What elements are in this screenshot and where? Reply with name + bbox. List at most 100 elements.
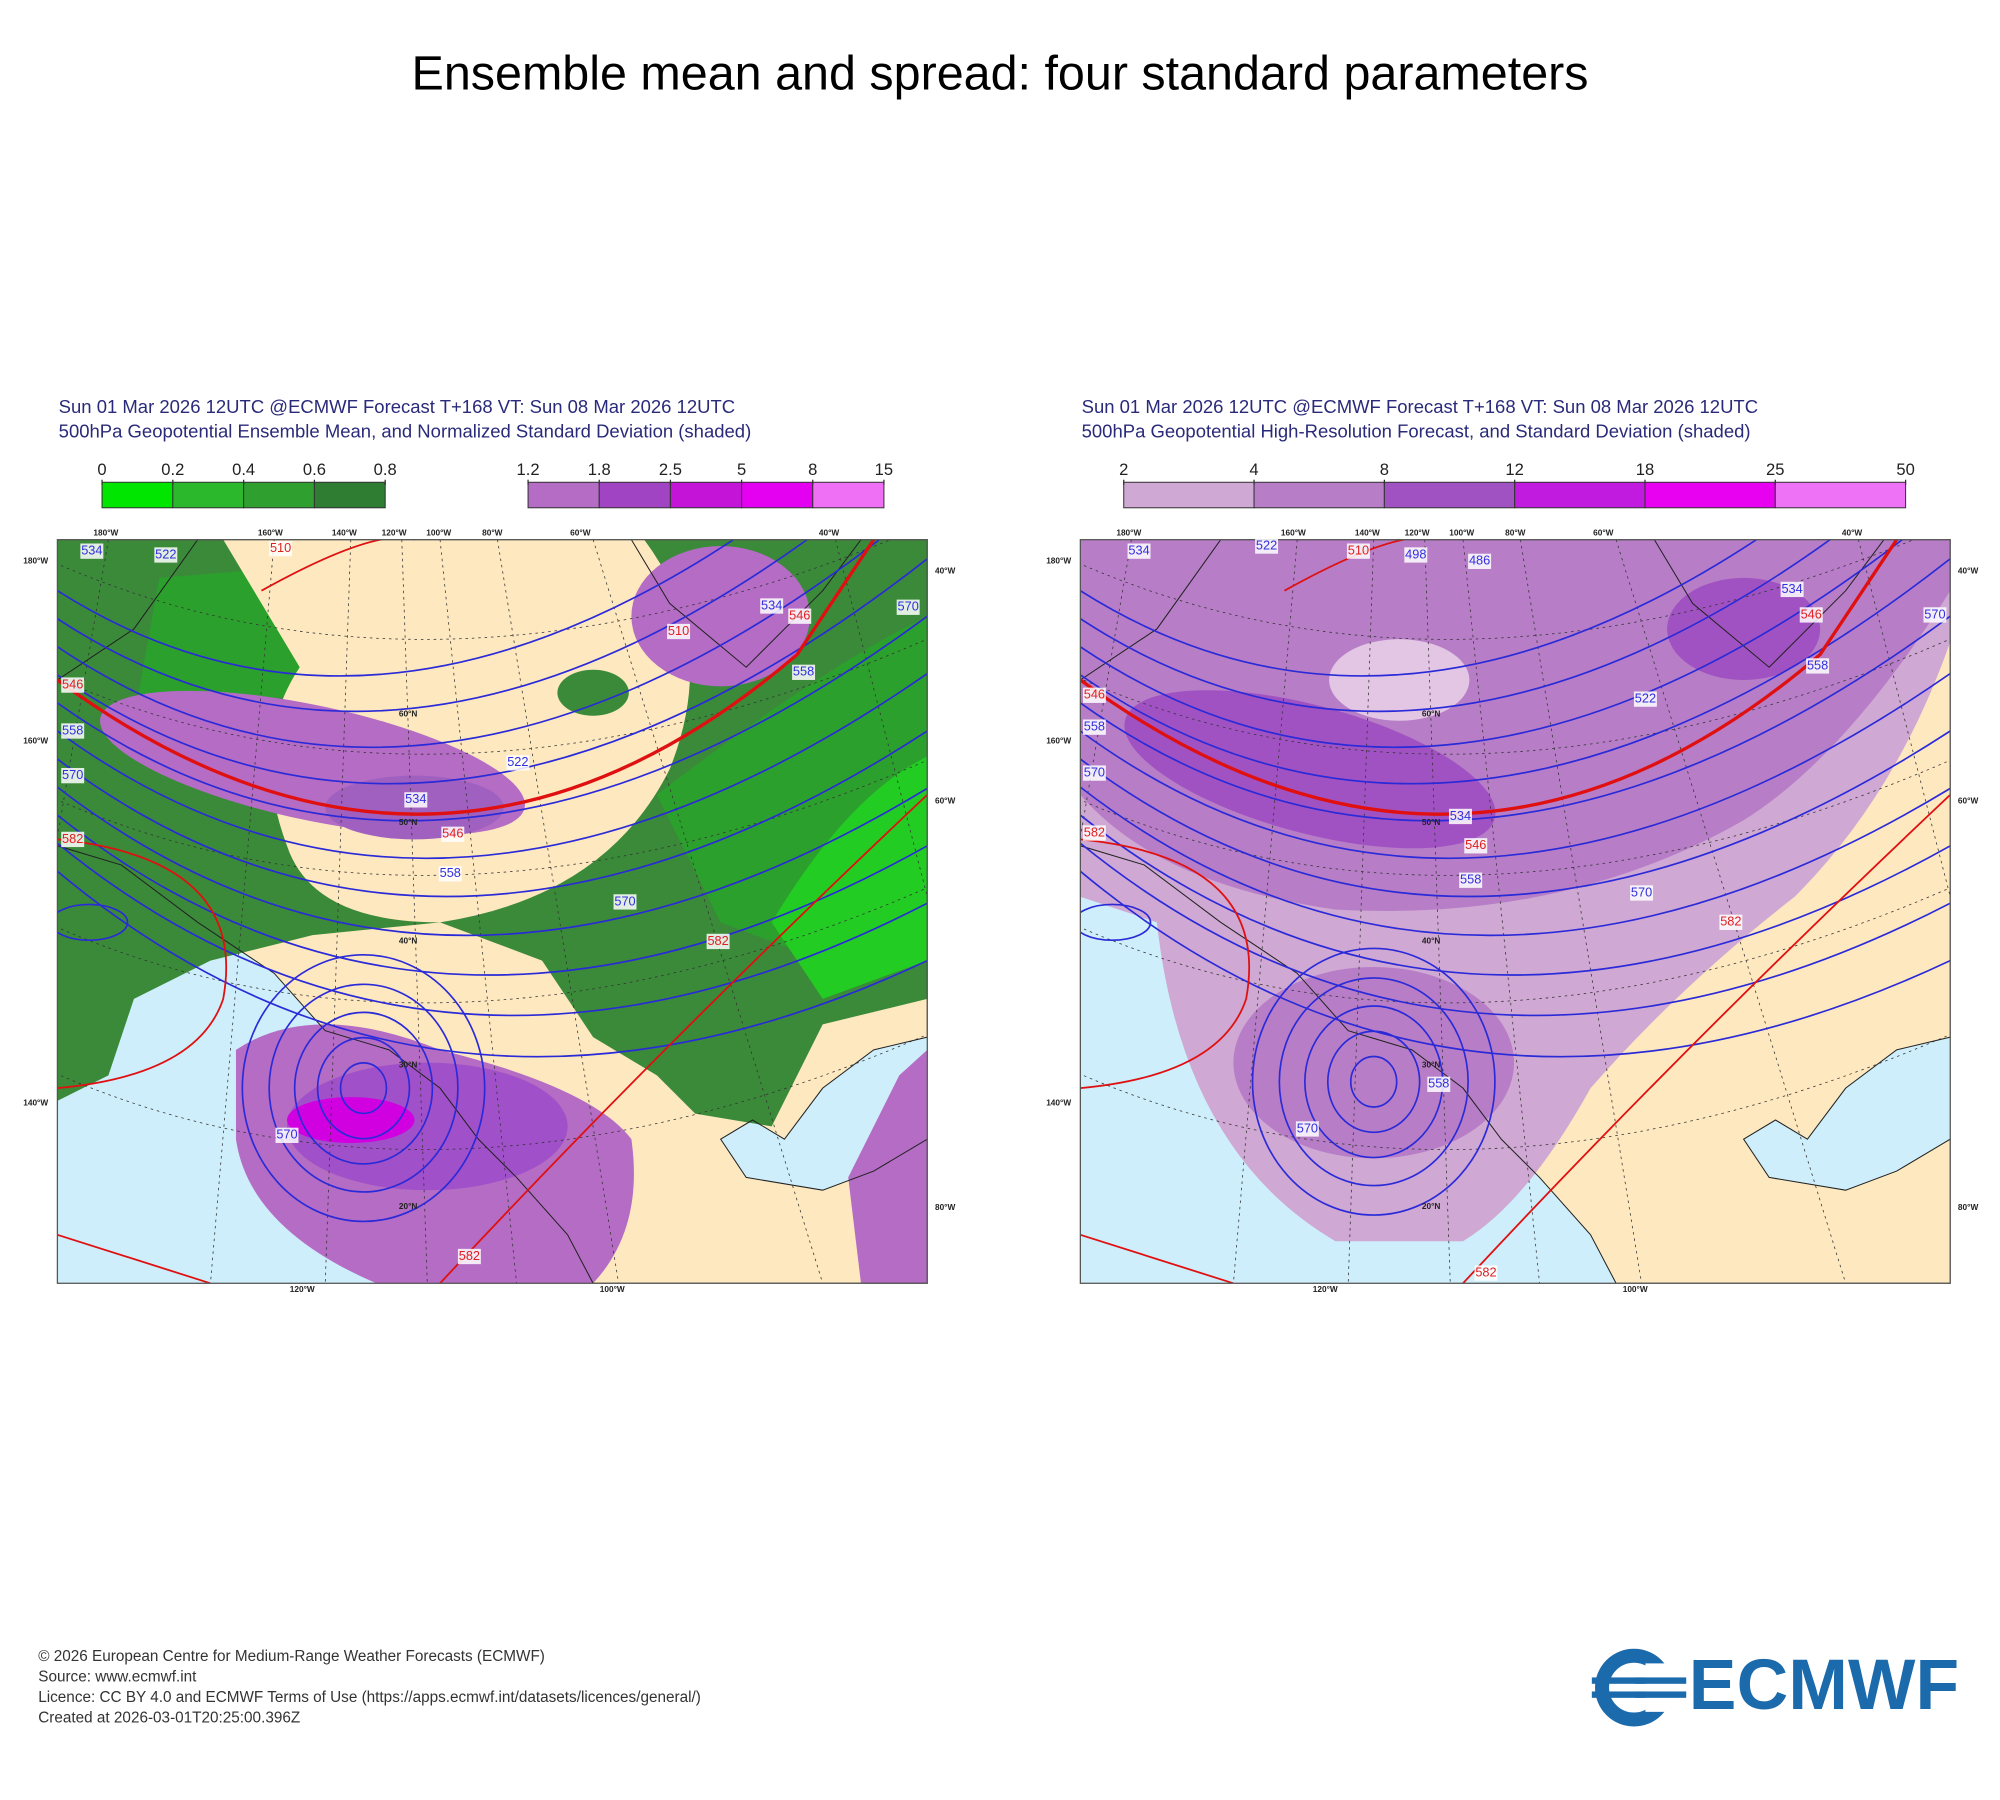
grid-label: 30°N [399,1059,418,1069]
spread-shading [1233,966,1515,1159]
contour-label-bg [706,933,730,950]
contour-label: 546 [1801,606,1822,621]
grid-label: 140°W [23,1098,48,1108]
contour-line [57,814,928,976]
grid-label: 100°W [600,1284,625,1294]
contour-line [1080,539,1758,677]
contour-line [57,539,881,748]
contour-label-bg [1255,538,1279,554]
contour-label-bg [1295,1121,1319,1137]
contour-label-bg [896,599,920,615]
contour-label: 570 [1924,606,1945,621]
colorbar-segment [243,481,315,509]
contour-line [1251,947,1496,1216]
contour-label: 570 [898,599,919,614]
contour-label: 570 [276,1127,297,1142]
map-layers [1080,539,1951,1284]
contour-label: 570 [614,893,635,908]
contour-label-bg [61,767,85,784]
logo-text: ECMWF [1689,1645,1959,1725]
contour-label: 546 [1084,687,1105,702]
contour-label-bg [760,598,784,614]
grid-label: 120°W [1313,1284,1338,1294]
grid-label: 60°N [399,709,418,719]
contour-line [57,539,735,677]
contour-line [1080,838,1251,1090]
contour-label: 558 [1428,1076,1449,1091]
contour-label-bg [613,894,637,910]
grid-label: 160°W [258,527,283,537]
grid-label: 80°W [935,1202,956,1212]
colorbar-tick-label: 8 [1380,460,1389,479]
contour-line [57,842,928,1017]
contour-label-bg [61,831,85,848]
contour-label-bg [792,664,816,680]
graticule [1858,539,1951,899]
contour-label: 510 [668,623,689,638]
contour-line [241,954,486,1223]
grid-label: 180°W [23,556,48,566]
map-panel: 534 522 510 498 486 546 558 570 582 534 546 558 522 5… [1046,527,1978,1294]
contour-label: 558 [1084,719,1105,734]
grid-label: 100°W [426,527,451,537]
contour-label: 570 [1297,1120,1318,1135]
contour-line [339,1062,388,1115]
grid-label: 80°W [1505,527,1526,537]
graticule [1520,539,1642,1284]
contour-label-bg [1719,914,1743,930]
contour-label-bg [1630,885,1654,901]
contour-line [1080,903,1152,942]
contour-label: 522 [507,754,528,769]
spread-shading [631,546,810,687]
contour-label-bg [506,755,530,771]
contour-line [268,983,459,1193]
spread-shading [286,1097,415,1143]
contour-line [57,730,928,898]
contour-label-bg [61,677,85,693]
colorbar-tick-label: 2.5 [659,460,682,479]
grid-label: 140°W [332,527,357,537]
grid-label: 50°N [399,817,418,827]
grid-label: 180°W [1046,556,1071,566]
contour-label: 570 [62,767,83,782]
colorbar-segment [1774,481,1907,509]
contour-label-bg [154,547,178,563]
colorbar-segment [741,481,814,509]
contour-line [1284,539,1438,592]
contour-line [1326,1030,1421,1134]
contour-line [1080,615,1951,822]
contour-label-bg [1082,765,1106,781]
contour-line [293,1011,434,1165]
colorbar-tick-label: 0 [97,460,106,479]
grid-label: 20°N [399,1201,418,1211]
contour-line [439,794,928,1284]
panel-header: 500hPa Geopotential Ensemble Mean, and N… [59,420,752,441]
colorbar-tick-label: 50 [1896,460,1914,479]
contour-label-bg [1474,1265,1498,1281]
page-title: Ensemble mean and spread: four standard … [412,46,1589,100]
grid-label: 40°W [935,566,956,576]
graticule [401,539,428,1284]
grid-label: 180°W [93,527,118,537]
contour-label: 582 [1084,824,1105,839]
contour-label: 558 [62,722,83,737]
colorbar-tick-label: 0.8 [374,460,397,479]
logo: ECMWF [1591,1645,1959,1727]
contour-line [1080,539,1832,713]
contour-label-bg [788,608,812,624]
contour-line [57,786,928,937]
colorbar-tick-label: 0.6 [303,460,326,479]
spread-shading [848,1049,928,1284]
contour-label: 522 [155,546,176,561]
contour-label: 522 [1635,690,1656,705]
contour-line [1278,977,1469,1187]
graticule [1080,539,1915,640]
colorbar-segment [172,481,245,509]
graticule [57,759,928,876]
contour-line [1349,1055,1398,1108]
grid-label: 60°W [1593,527,1614,537]
colorbar-segment [101,481,174,509]
grid-label: 60°N [1422,709,1441,719]
graticule [1347,539,1375,1284]
footer-line: Created at 2026-03-01T20:25:00.396Z [38,1709,300,1726]
